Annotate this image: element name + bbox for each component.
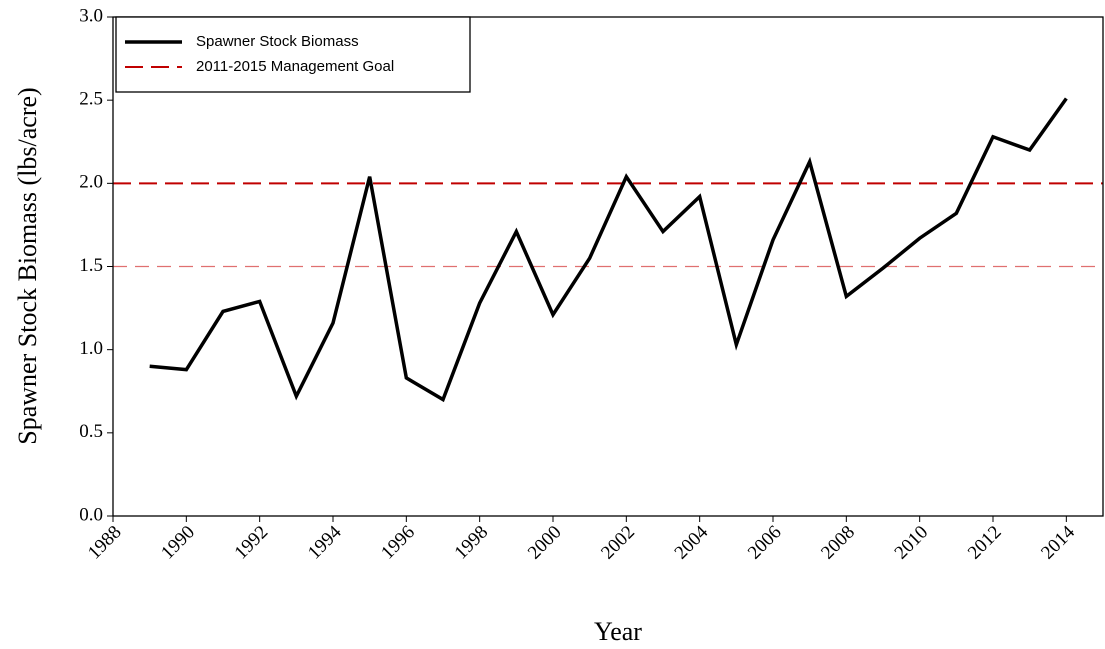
legend-box bbox=[115, 16, 471, 93]
y-tick-label: 0.0 bbox=[79, 504, 103, 525]
y-tick-label: 1.0 bbox=[79, 338, 103, 359]
x-tick-label: 2000 bbox=[524, 522, 566, 564]
data-line bbox=[149, 97, 1068, 403]
x-axis-label: Year bbox=[594, 617, 642, 646]
y-tick-label: 1.5 bbox=[79, 255, 103, 276]
y-tick-label: 0.5 bbox=[79, 421, 103, 442]
x-tick-label: 2006 bbox=[744, 522, 786, 564]
x-tick-label: 2014 bbox=[1037, 521, 1079, 563]
y-axis-label: Spawner Stock Biomass (lbs/acre) bbox=[13, 87, 42, 444]
y-tick-label: 2.0 bbox=[79, 172, 103, 193]
x-tick-label: 2002 bbox=[597, 522, 639, 564]
y-tick-label: 2.5 bbox=[79, 89, 103, 110]
x-tick-label: 1998 bbox=[451, 522, 493, 564]
x-tick-label: 1988 bbox=[84, 522, 126, 564]
legend-label: Spawner Stock Biomass bbox=[196, 33, 359, 50]
y-tick-label: 3.0 bbox=[79, 5, 103, 26]
x-tick-label: 2004 bbox=[671, 521, 713, 563]
legend-label: 2011-2015 Management Goal bbox=[196, 58, 394, 75]
x-tick-label: 1992 bbox=[231, 522, 273, 564]
x-tick-label: 1990 bbox=[157, 522, 199, 564]
x-tick-label: 1996 bbox=[377, 522, 419, 564]
x-tick-label: 2010 bbox=[891, 522, 933, 564]
x-tick-label: 2008 bbox=[817, 522, 859, 564]
x-tick-label: 1994 bbox=[304, 521, 346, 563]
x-tick-label: 2012 bbox=[964, 522, 1006, 564]
